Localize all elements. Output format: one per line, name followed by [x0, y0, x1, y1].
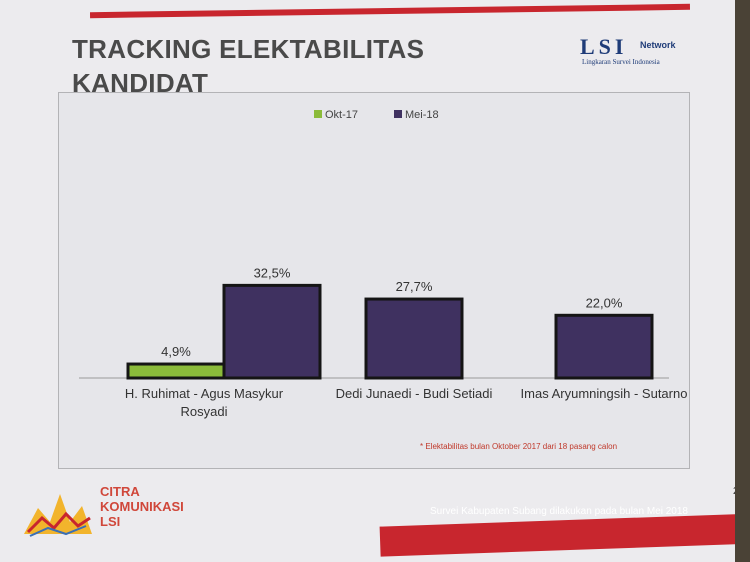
brand-line-1: CITRA: [100, 484, 140, 499]
lsi-logo-tagline: Lingkaran Survei Indonesia: [582, 58, 660, 66]
citra-komunikasi-logo-icon: [24, 494, 92, 537]
citra-komunikasi-brand: CITRA KOMUNIKASI LSI: [100, 484, 200, 529]
data-label-mei-18-1: 27,7%: [396, 279, 433, 294]
slide-title-line1: TRACKING ELEKTABILITAS: [72, 34, 425, 64]
top-red-rule: [89, 3, 691, 19]
data-label-mei-18-0: 32,5%: [254, 265, 291, 280]
legend-swatch-mei-18: [394, 110, 402, 118]
legend-label-okt-17: Okt-17: [325, 109, 358, 121]
bar-mei-18-0: [222, 283, 322, 380]
category-label-1-0: Dedi Junaedi - Budi Setiadi: [336, 386, 493, 401]
chart-frame: Okt-17 Mei-18 4,9% 32,5% 27,7% 22,0% H. Ruhima…: [58, 92, 690, 469]
brand-line-2: KOMUNIKASI: [100, 499, 184, 514]
bottom-red-band: [379, 513, 735, 557]
data-label-okt-17-0: 4,9%: [161, 344, 191, 359]
survey-note: Survei Kabupaten Subang dilakukan pada b…: [430, 506, 688, 517]
category-label-0-0: H. Ruhimat - Agus Masykur: [125, 386, 284, 401]
brand-line-3: LSI: [100, 514, 121, 529]
lsi-network-logo: LSI Network Lingkaran Survei Indonesia: [580, 34, 700, 70]
lsi-logo-network: Network: [640, 40, 676, 50]
lsi-logo-mark: LSI: [580, 34, 628, 59]
legend-label-mei-18: Mei-18: [405, 109, 439, 121]
bar-mei-18-2: [554, 313, 654, 380]
elektabilitas-bar-chart: Okt-17 Mei-18 4,9% 32,5% 27,7% 22,0% H. Ruhima…: [79, 109, 688, 419]
chart-footnote: * Elektabilitas bulan Oktober 2017 dari …: [420, 442, 618, 451]
bar-mei-18-1: [364, 297, 464, 380]
data-label-mei-18-2: 22,0%: [586, 295, 623, 310]
legend-swatch-okt-17: [314, 110, 322, 118]
bar-okt-17-0: [126, 362, 226, 380]
category-label-0-1: Rosyadi: [181, 404, 228, 419]
page-number: 27: [733, 486, 735, 497]
category-label-2-0: Imas Aryumningsih - Sutarno: [521, 386, 688, 401]
